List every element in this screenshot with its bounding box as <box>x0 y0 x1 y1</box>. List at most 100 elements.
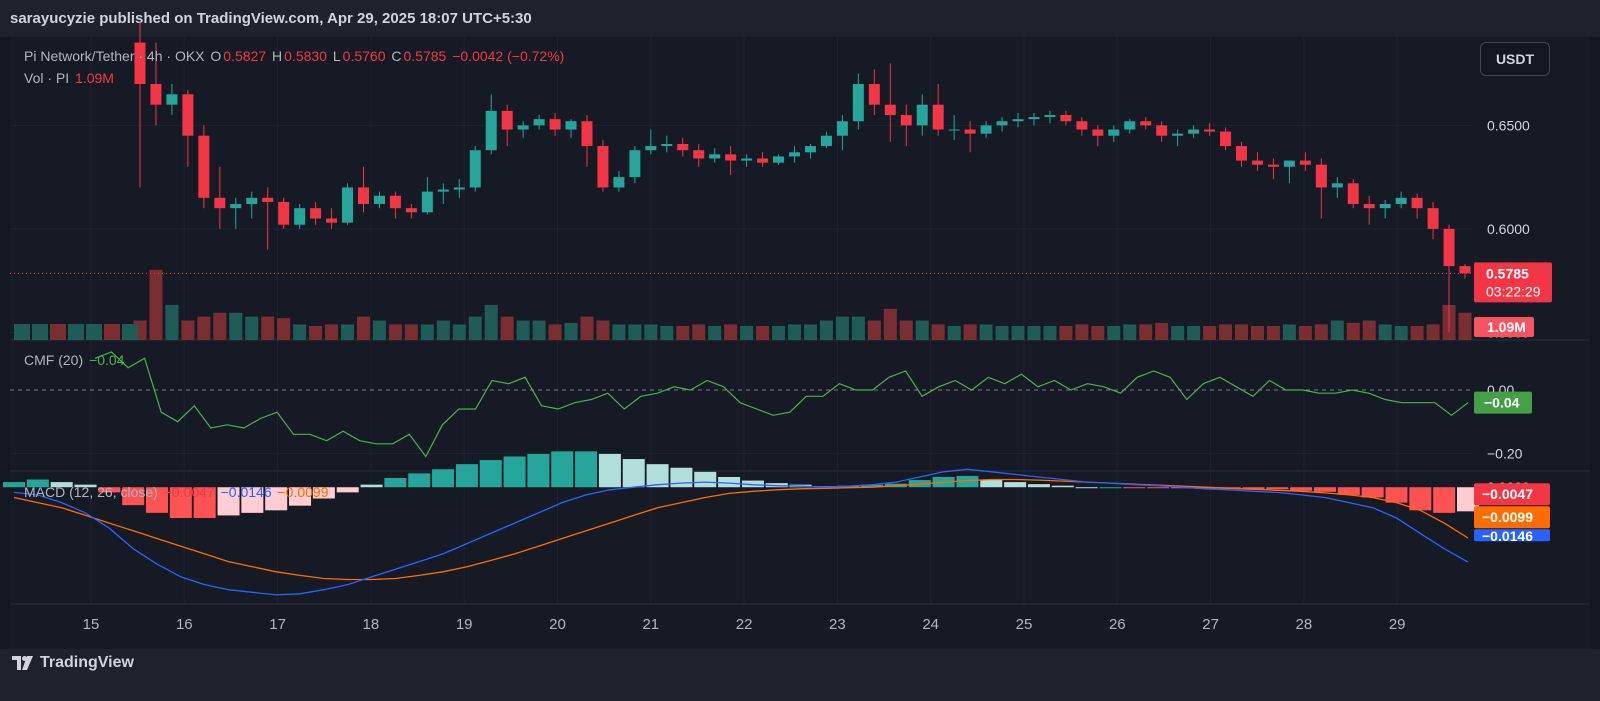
macd-histogram-bar <box>1147 487 1170 489</box>
macd-histogram-bar <box>575 451 598 488</box>
macd-histogram-bar <box>980 479 1003 488</box>
volume-bar <box>979 324 993 340</box>
candle-body <box>182 94 194 136</box>
candle-body <box>485 110 497 151</box>
candle-body <box>373 195 385 205</box>
volume-label[interactable]: Vol · PI <box>24 70 70 86</box>
volume-badge <box>1474 317 1534 337</box>
macd-histogram-bar <box>646 464 669 488</box>
last-price-value: 0.5785 <box>1486 265 1529 281</box>
price-legend: Pi Network/Tether · 4h · OKX O 0.5827 H 0.… <box>24 48 566 64</box>
candle-body <box>852 83 864 122</box>
volume-bar <box>14 324 30 340</box>
macd-histogram-bar <box>146 487 169 513</box>
candle-body <box>836 121 848 136</box>
tradingview-logo[interactable]: TradingView <box>12 654 134 672</box>
candle-body <box>725 154 737 161</box>
footer <box>0 649 1600 701</box>
candle-body <box>773 156 785 163</box>
candle-body <box>629 150 641 178</box>
candle-body <box>405 208 417 213</box>
volume-bar <box>628 324 642 340</box>
cmf-label[interactable]: CMF (20) <box>24 352 84 368</box>
volume-bar <box>947 325 961 340</box>
candle-body <box>709 154 721 159</box>
candle-body <box>900 115 912 126</box>
macd-histogram-bar <box>312 487 335 499</box>
currency-button[interactable]: USDT <box>1480 42 1550 76</box>
volume-bar <box>1250 325 1264 340</box>
candle-body <box>1028 117 1040 120</box>
candle-body <box>741 158 753 161</box>
candle-body <box>1060 115 1072 122</box>
macd-histogram-bar <box>1361 487 1384 498</box>
volume-bar <box>452 324 466 340</box>
macd-histogram-bar <box>503 456 526 488</box>
time-tick-label: 21 <box>642 616 659 633</box>
volume-bar <box>1298 325 1312 340</box>
volume-bar <box>596 320 610 340</box>
candle-body <box>453 187 465 190</box>
volume-bar <box>788 324 802 340</box>
volume-bar <box>1219 324 1233 340</box>
time-tick-label: 20 <box>549 616 566 633</box>
candle-body <box>1204 129 1216 132</box>
macd-histogram-bar <box>360 484 383 488</box>
volume-bar <box>468 316 482 340</box>
macd-histogram-bar <box>479 460 502 488</box>
volume-bar <box>580 316 594 340</box>
candle-body <box>1283 160 1295 167</box>
candle-body <box>437 189 449 192</box>
candle-body <box>1172 133 1184 136</box>
macd-histogram-bar <box>1290 487 1313 491</box>
volume-bar <box>50 324 66 340</box>
candle-body <box>948 129 960 131</box>
volume-bar <box>931 324 945 340</box>
macd-histogram-bar <box>1385 487 1408 503</box>
volume-badge-value: 1.09M <box>1487 319 1526 335</box>
volume-bar <box>1266 325 1280 340</box>
cmf-badge-value: −0.04 <box>1484 395 1520 411</box>
high-label: H <box>272 48 283 64</box>
macd-histogram-bar <box>50 482 73 488</box>
macd-histogram-bar <box>408 473 431 488</box>
macd-histogram-bar <box>336 487 359 493</box>
candle-body <box>1251 160 1263 165</box>
candle-body <box>1140 121 1152 126</box>
volume-bar <box>86 324 102 340</box>
macd-value: −0.0047 <box>163 484 215 500</box>
volume-bar <box>724 324 738 340</box>
time-tick-label: 29 <box>1389 616 1406 633</box>
candle-body <box>166 94 178 105</box>
time-tick-label: 24 <box>922 616 939 633</box>
macd-histogram-bar <box>1123 487 1146 489</box>
candle-body <box>326 218 338 223</box>
volume-bar <box>68 324 84 340</box>
candle-body <box>342 187 354 223</box>
candle-body <box>565 121 577 130</box>
candle-body <box>421 191 433 213</box>
macd-label[interactable]: MACD (12, 26, close) <box>24 484 158 500</box>
high-value: 0.5830 <box>284 48 327 64</box>
candle-body <box>357 187 369 205</box>
chart-frame[interactable] <box>10 37 1590 649</box>
volume-bar <box>309 325 323 340</box>
candle-body <box>262 197 274 202</box>
candle-body <box>1331 183 1343 188</box>
candle-body <box>134 42 146 84</box>
candle-body <box>1411 197 1423 209</box>
candle-body <box>1363 204 1375 209</box>
volume-bar <box>32 324 48 340</box>
candle-body <box>916 104 928 126</box>
volume-bar <box>564 322 578 340</box>
macd-histogram-bar <box>169 487 192 518</box>
volume-bar <box>1282 324 1296 340</box>
volume-bar <box>104 324 120 340</box>
candle-body <box>469 150 481 188</box>
time-tick-label: 15 <box>83 616 100 633</box>
signal-value: −0.0146 <box>220 484 272 500</box>
cmf-badge <box>1474 391 1532 414</box>
chart-canvas[interactable]: 15 16 17 18 19 20 21 22 23 24 25 26 27 28 29 0.6500 0.60… <box>0 0 1600 649</box>
time-tick-label: 27 <box>1202 616 1219 633</box>
symbol-label[interactable]: Pi Network/Tether · 4h · OKX <box>24 48 205 64</box>
